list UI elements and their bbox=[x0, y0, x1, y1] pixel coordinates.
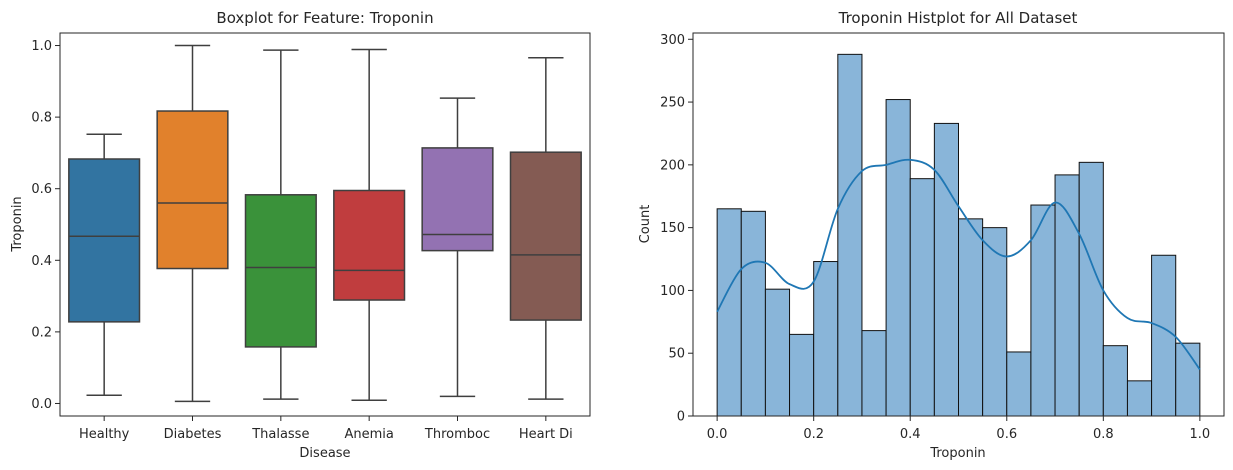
histogram-bar bbox=[861, 330, 887, 417]
histogram-bar bbox=[1006, 351, 1032, 417]
histogram-bar bbox=[789, 333, 815, 417]
y-tick-label: 0.4 bbox=[31, 254, 52, 269]
histogram-bar bbox=[1078, 161, 1104, 417]
histogram-bar bbox=[909, 178, 935, 417]
boxplot-y-axis-title: Troponin bbox=[10, 196, 25, 252]
y-tick-label: 150 bbox=[660, 221, 685, 236]
histogram-bar bbox=[813, 261, 839, 417]
boxplot-frame bbox=[59, 32, 591, 417]
boxplot-y-ticks: 0.0 0.2 0.4 0.6 0.8 1.0 bbox=[31, 39, 60, 412]
histogram-bar bbox=[885, 99, 911, 417]
iqr-box bbox=[156, 110, 229, 270]
x-tick-label: 0.4 bbox=[900, 427, 921, 442]
box-thromboc bbox=[421, 97, 494, 398]
iqr-box bbox=[244, 194, 317, 348]
histogram-title: Troponin Histplot for All Dataset bbox=[838, 9, 1078, 27]
x-tick-label: 0.6 bbox=[996, 427, 1017, 442]
x-tick-label: Thalasse bbox=[251, 427, 309, 442]
histogram-bar bbox=[1151, 254, 1177, 417]
y-tick-label: 0.0 bbox=[31, 397, 52, 412]
boxplot-chart: Boxplot for Feature: Troponin 0.00.20.40… bbox=[10, 9, 591, 461]
histogram-bar bbox=[1126, 380, 1153, 417]
box-thalasse bbox=[244, 49, 317, 400]
histogram-y-axis-title: Count bbox=[638, 205, 653, 244]
histogram-bar bbox=[933, 122, 960, 417]
histogram-bar bbox=[716, 208, 742, 417]
y-tick-label: 200 bbox=[660, 158, 685, 173]
x-tick-label: Heart Di bbox=[519, 427, 573, 442]
histogram-x-ticks: 0.0 0.2 0.4 0.6 0.8 1.0 bbox=[707, 416, 1210, 442]
box-diabetes bbox=[156, 44, 229, 403]
histogram-bar bbox=[1030, 204, 1056, 417]
histogram-bar bbox=[837, 53, 863, 417]
box-heart-di bbox=[509, 56, 582, 400]
x-tick-label: 0.0 bbox=[707, 427, 728, 442]
y-tick-label: 50 bbox=[668, 347, 685, 362]
boxplot-x-axis-title: Disease bbox=[299, 446, 350, 461]
y-tick-label: 0.6 bbox=[31, 182, 52, 197]
x-tick-label: Diabetes bbox=[164, 427, 222, 442]
histogram-y-ticks: 0 50 100 150 200 250 300 bbox=[660, 33, 693, 425]
x-tick-label: Anemia bbox=[344, 427, 393, 442]
y-tick-label: 0.2 bbox=[31, 325, 52, 340]
histogram-x-axis-title: Troponin bbox=[929, 446, 985, 461]
iqr-box bbox=[421, 147, 494, 252]
y-tick-label: 1.0 bbox=[31, 39, 52, 54]
box-elements bbox=[68, 44, 582, 403]
y-tick-label: 0 bbox=[677, 410, 685, 425]
histogram-bars bbox=[716, 53, 1201, 417]
boxplot-title: Boxplot for Feature: Troponin bbox=[216, 9, 433, 27]
x-tick-label: Thromboc bbox=[424, 427, 490, 442]
histogram-chart: Troponin Histplot for All Dataset 0 50 100… bbox=[638, 9, 1225, 461]
histogram-frame bbox=[692, 32, 1225, 417]
y-tick-label: 250 bbox=[660, 96, 685, 111]
histogram-bar bbox=[982, 227, 1008, 417]
x-tick-label: 0.8 bbox=[1093, 427, 1114, 442]
kde-curve bbox=[716, 158, 1201, 371]
box-anemia bbox=[333, 48, 406, 402]
iqr-box bbox=[68, 158, 141, 323]
histogram-bar bbox=[1102, 345, 1128, 417]
y-tick-label: 300 bbox=[660, 33, 685, 48]
boxplot-x-ticks: Healthy Diabetes Thalasse Anemia Thromboc Hea… bbox=[79, 416, 573, 442]
y-tick-label: 0.8 bbox=[31, 111, 52, 126]
histogram-bar bbox=[958, 218, 984, 417]
histogram-bar bbox=[764, 288, 791, 417]
histogram-bar bbox=[1175, 342, 1201, 417]
x-tick-label: Healthy bbox=[79, 427, 130, 442]
histogram-bar bbox=[740, 210, 766, 417]
x-tick-label: 1.0 bbox=[1190, 427, 1211, 442]
x-tick-label: 0.2 bbox=[803, 427, 824, 442]
iqr-box bbox=[509, 151, 582, 321]
box-healthy bbox=[68, 133, 141, 396]
iqr-box bbox=[333, 189, 406, 301]
y-tick-label: 100 bbox=[660, 284, 685, 299]
